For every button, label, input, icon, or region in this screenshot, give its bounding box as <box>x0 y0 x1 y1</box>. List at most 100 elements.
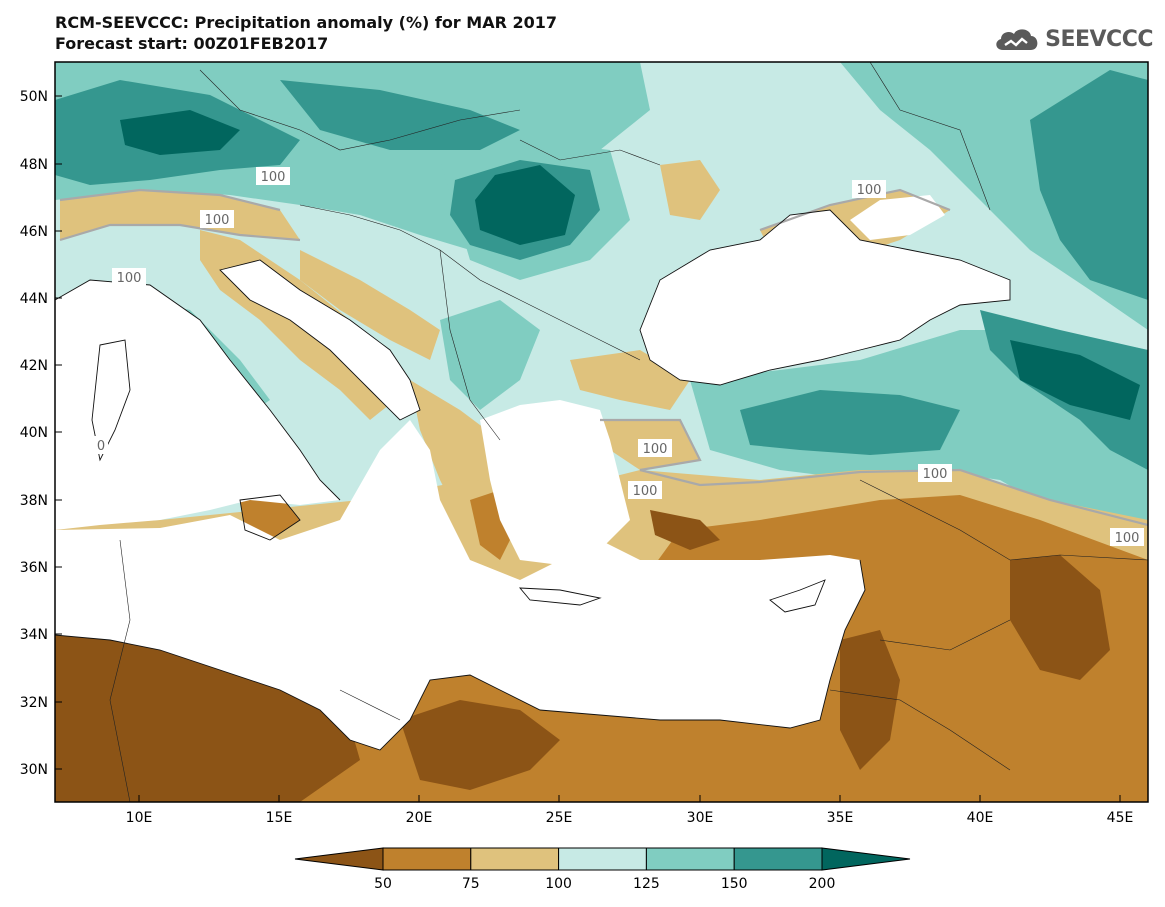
svg-text:20E: 20E <box>406 810 433 826</box>
contour-label: 100 <box>1110 528 1144 546</box>
lon-tick: 40E <box>967 795 994 826</box>
moderately-dry-alps-south <box>60 190 300 240</box>
adriatic-sea <box>220 260 420 420</box>
svg-text:44N: 44N <box>20 291 48 307</box>
lat-tick: 40N <box>20 425 62 441</box>
svg-text:42N: 42N <box>20 358 48 374</box>
moderately-dry-croatia <box>300 250 440 360</box>
tyrrhenian-central-sea <box>55 420 865 750</box>
contour-label: 100 <box>200 210 234 228</box>
svg-text:100: 100 <box>643 442 668 457</box>
contour-label: 100 <box>918 464 952 482</box>
svg-text:15E: 15E <box>266 810 293 826</box>
lat-tick: 36N <box>20 560 62 576</box>
aegean-sea <box>480 400 630 565</box>
very-wet-zone-turkey-central <box>740 390 960 455</box>
colorbar-tick-label: 125 <box>633 876 660 892</box>
forecast-start: Forecast start: 00Z01FEB2017 <box>55 34 329 53</box>
very-wet-zone-east <box>1030 70 1148 300</box>
very-dry-zone-libya <box>55 610 360 802</box>
very-dry-zone-levant <box>840 630 900 770</box>
seevccc-logo: SEEVCCC <box>993 22 1153 56</box>
svg-text:50N: 50N <box>20 89 48 105</box>
latitude-axis: 50N 48N 46N 44N 42N 40N 38N 36N 34N 32N … <box>20 89 62 778</box>
coastlines <box>55 209 1011 751</box>
mediterranean-sea <box>55 280 340 530</box>
lon-tick: 35E <box>827 795 854 826</box>
colorbar-segment <box>733 847 823 871</box>
svg-text:45E: 45E <box>1107 810 1134 826</box>
contour-line-turkey <box>600 418 702 472</box>
colorbar-segment <box>645 847 735 871</box>
lat-tick: 38N <box>20 493 62 509</box>
svg-text:35E: 35E <box>827 810 854 826</box>
country-borders <box>109 62 1148 802</box>
very-dry-zone-turkey-coast <box>650 510 720 550</box>
svg-text:32N: 32N <box>20 695 48 711</box>
lon-tick: 10E <box>126 795 153 826</box>
svg-text:100: 100 <box>923 467 948 482</box>
colorbar-tick-label: 50 <box>374 876 392 892</box>
colorbar-low-triangle <box>294 847 384 871</box>
svg-text:100: 100 <box>1115 531 1140 546</box>
extreme-wet-zone-caucasus <box>1010 340 1140 420</box>
svg-text:36N: 36N <box>20 560 48 576</box>
lat-tick: 48N <box>20 157 62 173</box>
very-wet-zone-poland <box>280 80 520 150</box>
logo-text: SEEVCCC <box>1045 26 1153 52</box>
svg-text:30N: 30N <box>20 762 48 778</box>
lat-tick: 46N <box>20 224 62 240</box>
svg-text:100: 100 <box>633 484 658 499</box>
svg-text:100: 100 <box>205 213 230 228</box>
svg-text:0: 0 <box>97 439 105 454</box>
very-dry-zone-egypt <box>400 700 560 790</box>
colorbar-tick-label: 200 <box>809 876 836 892</box>
contour-label: 100 <box>112 268 146 286</box>
contour-100 <box>59 188 1148 527</box>
lat-tick: 44N <box>20 291 62 307</box>
map-title: RCM-SEEVCCC: Precipitation anomaly (%) f… <box>55 13 557 32</box>
contour-label: 0 <box>94 436 108 454</box>
contour-label: 100 <box>852 180 886 198</box>
colorbar: 50 75 100 125 150 200 <box>294 847 911 892</box>
lat-tick: 42N <box>20 358 62 374</box>
svg-text:40E: 40E <box>967 810 994 826</box>
svg-text:38N: 38N <box>20 493 48 509</box>
extreme-wet-zone-alps <box>120 110 240 155</box>
lon-tick: 15E <box>266 795 293 826</box>
colorbar-tick-label: 100 <box>545 876 572 892</box>
contour-line-south <box>639 468 1148 527</box>
svg-text:34N: 34N <box>20 627 48 643</box>
longitude-axis: 10E 15E 20E 25E 30E 35E 40E 45E <box>126 795 1134 826</box>
contour-line-alps <box>59 223 301 242</box>
lon-tick: 20E <box>406 795 433 826</box>
lat-tick: 30N <box>20 762 62 778</box>
colorbar-segment <box>558 847 647 871</box>
contour-line-alps2 <box>59 188 281 212</box>
lon-tick: 30E <box>687 795 714 826</box>
svg-text:25E: 25E <box>546 810 573 826</box>
very-dry-zone-syria <box>1010 555 1110 680</box>
lat-tick: 34N <box>20 627 62 643</box>
svg-text:10E: 10E <box>126 810 153 826</box>
svg-text:30E: 30E <box>687 810 714 826</box>
lat-tick: 50N <box>20 89 62 105</box>
svg-text:100: 100 <box>857 183 882 198</box>
colorbar-tick-label: 75 <box>462 876 480 892</box>
cloud-icon <box>996 29 1038 50</box>
azov-sea <box>850 195 945 240</box>
lat-tick: 32N <box>20 695 62 711</box>
colorbar-high-triangle <box>821 847 911 871</box>
lon-tick: 25E <box>546 795 573 826</box>
sea-mask <box>55 195 1010 750</box>
colorbar-segment <box>382 847 472 871</box>
contour-label: 100 <box>628 481 662 499</box>
colorbar-tick-label: 150 <box>721 876 748 892</box>
lon-tick: 45E <box>1107 795 1134 826</box>
contour-label: 100 <box>256 167 290 185</box>
svg-text:40N: 40N <box>20 425 48 441</box>
colorbar-segment <box>470 847 560 871</box>
black-sea <box>640 210 1010 385</box>
contour-label: 100 <box>638 439 672 457</box>
